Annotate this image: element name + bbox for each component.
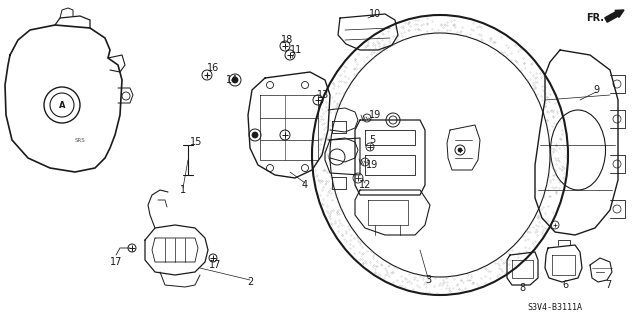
Text: 15: 15 [190, 137, 202, 147]
Circle shape [458, 148, 462, 152]
Text: 4: 4 [302, 180, 308, 190]
Circle shape [232, 77, 238, 83]
Text: 8: 8 [519, 283, 525, 293]
Text: 16: 16 [207, 63, 219, 73]
Text: 3: 3 [425, 275, 431, 285]
Text: 19: 19 [366, 160, 378, 170]
Text: FR.: FR. [586, 13, 604, 23]
Text: SRS: SRS [75, 137, 85, 143]
Text: 11: 11 [290, 45, 302, 55]
Text: 12: 12 [359, 180, 371, 190]
Text: S3V4-B3111A: S3V4-B3111A [527, 303, 582, 313]
Text: 17: 17 [209, 260, 221, 270]
Text: 9: 9 [593, 85, 599, 95]
FancyArrow shape [605, 10, 624, 22]
Circle shape [252, 132, 258, 138]
Text: 2: 2 [247, 277, 253, 287]
Text: 18: 18 [281, 35, 293, 45]
Text: 1: 1 [180, 185, 186, 195]
Text: 6: 6 [562, 280, 568, 290]
Text: A: A [59, 100, 65, 109]
Text: 13: 13 [317, 90, 329, 100]
Text: 19: 19 [369, 110, 381, 120]
Text: 17: 17 [110, 257, 122, 267]
Text: 14: 14 [226, 75, 238, 85]
Text: 5: 5 [369, 135, 375, 145]
Text: 10: 10 [369, 9, 381, 19]
Text: 7: 7 [605, 280, 611, 290]
